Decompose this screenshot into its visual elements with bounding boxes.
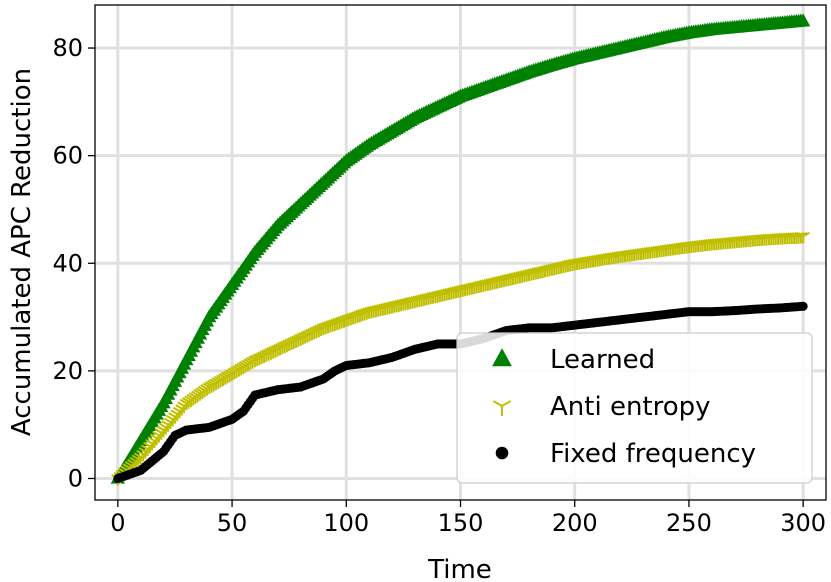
x-tick-label: 0 (110, 509, 125, 537)
y-tick-label: 20 (52, 357, 83, 385)
legend: Learned Anti entropy Fixed frequency (456, 332, 813, 484)
legend-item: Fixed frequency (495, 439, 756, 469)
legend-label: Fixed frequency (550, 439, 756, 469)
legend-label: Anti entropy (550, 392, 711, 422)
x-tick-label: 300 (780, 509, 826, 537)
series-anti-entropy (111, 231, 810, 486)
legend-marker (492, 348, 512, 367)
y-tick-label: 40 (52, 249, 83, 277)
series-layer (110, 13, 811, 486)
x-tick-label: 50 (217, 509, 248, 537)
legend-item: Learned (492, 345, 655, 375)
legend-label: Learned (550, 345, 655, 375)
x-tick-label: 250 (666, 509, 712, 537)
data-point (796, 13, 811, 27)
ticks: 0 50 100 150 200 250 300 0 20 40 60 80 (52, 34, 826, 537)
legend-frame (456, 332, 813, 484)
x-tick-label: 100 (323, 509, 369, 537)
y-tick-label: 60 (52, 142, 83, 170)
legend-marker (495, 446, 509, 460)
x-tick-label: 150 (438, 509, 484, 537)
x-axis-label: Time (427, 555, 492, 582)
data-point (796, 231, 810, 244)
y-axis-label: Accumulated APC Reduction (7, 68, 37, 436)
data-point (798, 301, 808, 311)
y-tick-label: 0 (68, 464, 83, 492)
legend-marker (492, 400, 512, 416)
legend-item: Anti entropy (492, 392, 711, 422)
grid (95, 5, 826, 500)
y-tick-label: 80 (52, 34, 83, 62)
x-tick-label: 200 (552, 509, 598, 537)
